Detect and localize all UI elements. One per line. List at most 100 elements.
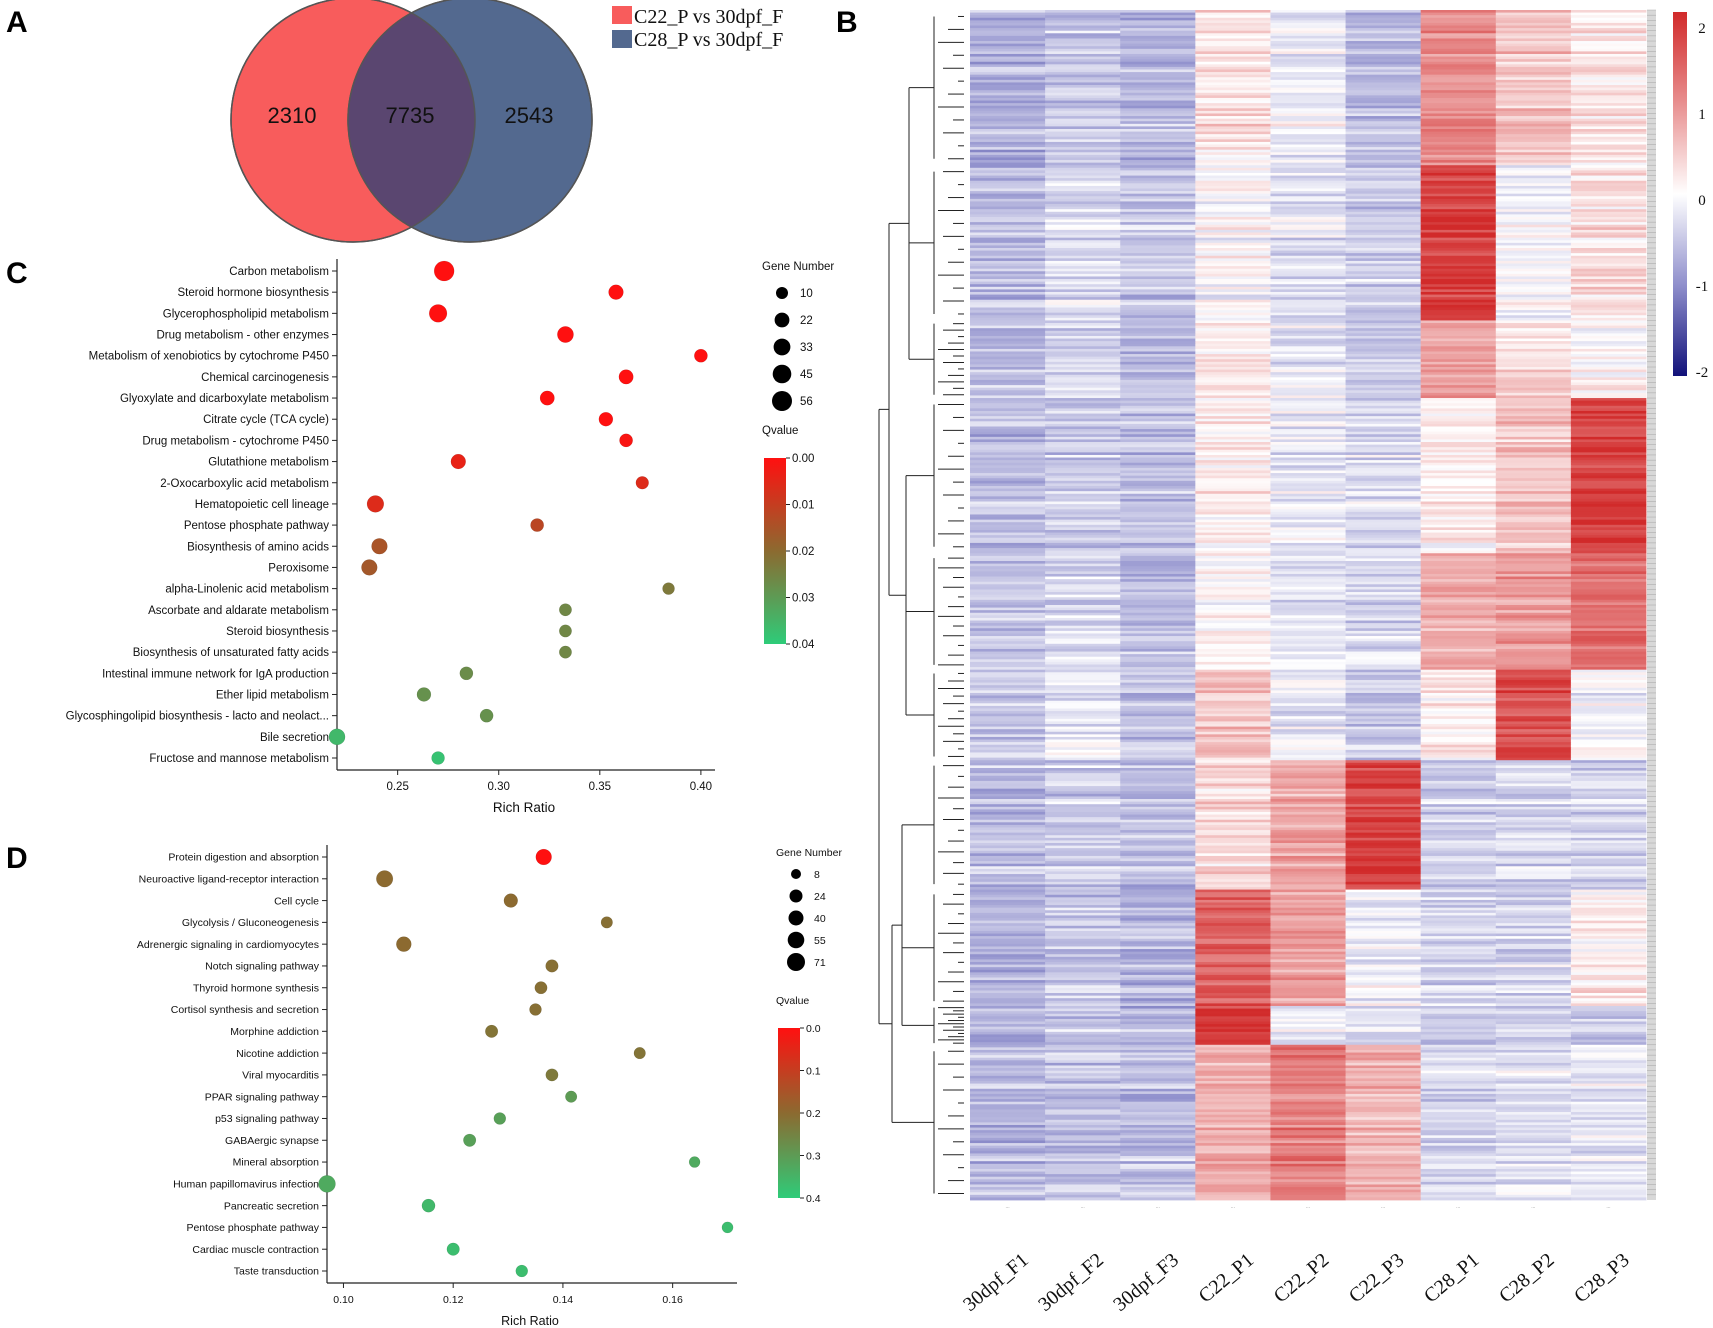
heatmap-cell [1045,1005,1121,1009]
heatmap-cell [1120,1039,1196,1043]
heatmap-cell [1195,245,1271,249]
venn-legend-label-2: C28_P vs 30dpf_F [634,29,783,51]
heatmap-cell [1345,266,1422,270]
heatmap-cell [1495,35,1572,39]
heatmap-cell [1570,74,1647,78]
heatmap-cell [1570,470,1647,474]
heatmap-cell [1420,524,1497,528]
heatmap-cell [1045,110,1121,114]
heatmap-cell [1045,374,1121,378]
y-tick-label: Cardiac muscle contraction [192,1244,319,1256]
heatmap-cell [970,949,1046,953]
heatmap-cell [1195,628,1271,632]
heatmap-cell [1345,209,1422,213]
heatmap-cell [1195,527,1271,531]
heatmap-cell [1270,237,1346,241]
heatmap-cell [1570,144,1647,148]
heatmap-cell [1045,636,1121,640]
heatmap-cell [1495,886,1572,890]
heatmap-cell [1195,1075,1271,1079]
heatmap-cell [1570,736,1647,740]
heatmap-cell [1195,928,1271,932]
heatmap-cell [1270,542,1346,546]
heatmap-cell [970,449,1046,453]
heatmap-cell [1420,1163,1497,1167]
heatmap-cell [1420,602,1497,606]
heatmap-cell [1270,982,1346,986]
heatmap-cell [970,136,1046,140]
heatmap-cell [1120,762,1196,766]
heatmap-cell [1195,951,1271,955]
heatmap-cell [1345,550,1422,554]
heatmap-cell [1495,897,1572,901]
heatmap-cell [1345,998,1422,1002]
heatmap-cell [1495,752,1572,756]
heatmap-cell [1345,398,1422,402]
heatmap-cell [1195,1156,1271,1160]
heatmap-cell [1420,496,1497,500]
heatmap-cell [970,17,1046,21]
heatmap-cell [1195,1143,1271,1147]
heatmap-cell [1495,801,1572,805]
heatmap-cell [1345,377,1422,381]
heatmap-cell [1195,268,1271,272]
heatmap-cell [970,1026,1046,1030]
heatmap-cell [1045,690,1121,694]
heatmap-cell [1345,628,1422,632]
heatmap-cell [1345,923,1422,927]
heatmap-cell [1270,387,1346,391]
size-legend-dot [772,391,792,411]
heatmap-cell [1345,558,1422,562]
heatmap-cell [1420,801,1497,805]
heatmap-cell [1345,850,1422,854]
heatmap-cell [1045,1029,1121,1033]
heatmap-cell [1570,778,1647,782]
heatmap-cell [1570,35,1647,39]
heatmap-cell [1045,74,1121,78]
heatmap-cell [1120,1179,1196,1183]
heatmap-cell [1120,1065,1196,1069]
heatmap-cell [1270,1124,1346,1128]
heatmap-cell [1495,403,1572,407]
data-point [428,304,448,323]
heatmap-cell [1195,346,1271,350]
heatmap-cell [970,405,1046,409]
heatmap-cell [1570,372,1647,376]
heatmap-cell [970,925,1046,929]
heatmap-cell [1420,548,1497,552]
heatmap-cell [1195,227,1271,231]
heatmap-cell [1420,421,1497,425]
heatmap-cell [1045,886,1121,890]
heatmap-cell [1495,954,1572,958]
y-tick-label: Protein digestion and absorption [168,852,319,864]
heatmap-cell [1570,129,1647,132]
data-point [557,326,574,343]
heatmap-cell [1345,1099,1422,1103]
heatmap-cell [1570,1145,1647,1149]
heatmap-cell [1420,1078,1497,1082]
heatmap-cell [1420,576,1497,580]
heatmap-cell [1420,439,1497,443]
column-label: C22_P1 [1195,1249,1259,1307]
heatmap-cell [1270,85,1346,89]
heatmap-cell [970,416,1046,420]
heatmap-cell [1045,879,1121,883]
heatmap-cell [1045,708,1121,712]
heatmap-cell [1270,33,1346,37]
heatmap-cell [1270,377,1346,381]
heatmap-cell [1570,1042,1647,1046]
heatmap-cell [1495,418,1572,422]
heatmap-cell [1495,1088,1572,1092]
heatmap-cell [1420,545,1497,549]
heatmap-cell [1270,227,1346,231]
heatmap-cell [1420,677,1497,681]
heatmap-cell [1045,413,1121,417]
heatmap-cell [1420,454,1497,458]
heatmap-cell [1195,1099,1271,1103]
heatmap-cell [1495,1044,1572,1048]
heatmap-cell [1495,739,1572,743]
heatmap-cell [1195,866,1271,870]
heatmap-cell [970,95,1046,99]
y-tick-label: Glycosphingolipid biosynthesis - lacto a… [66,711,329,723]
heatmap-cell [1120,395,1196,399]
